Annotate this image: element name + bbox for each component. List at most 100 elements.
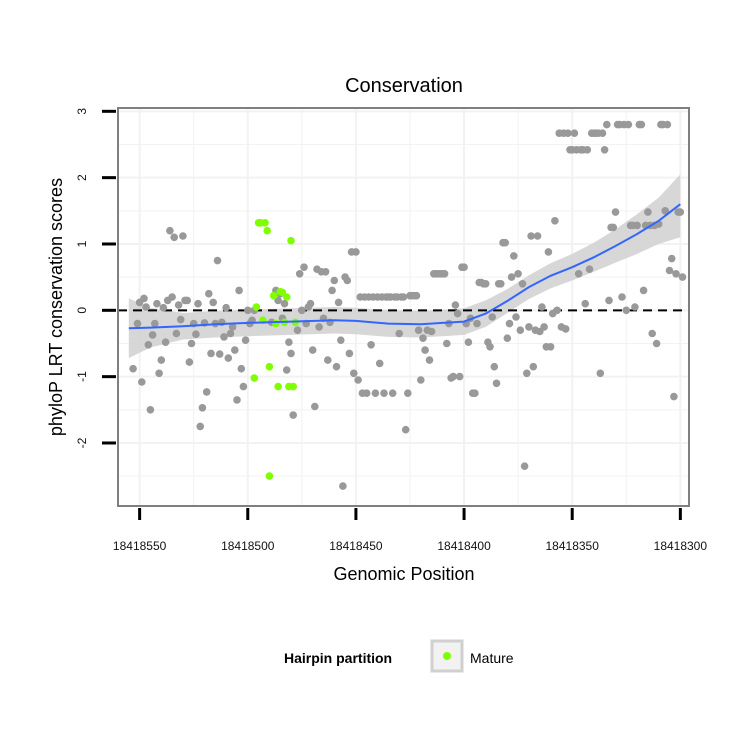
data-point <box>198 404 207 412</box>
data-point <box>419 334 427 343</box>
data-point <box>289 411 298 419</box>
data-point <box>518 280 527 288</box>
data-point <box>228 323 237 331</box>
mature-point <box>265 472 274 480</box>
plot-background <box>118 108 689 506</box>
data-point <box>371 389 380 398</box>
data-point <box>609 223 618 232</box>
data-point <box>237 364 246 373</box>
data-point <box>561 325 570 333</box>
data-point <box>639 286 648 295</box>
data-point <box>161 338 170 347</box>
data-point <box>375 359 384 368</box>
data-point <box>507 273 516 281</box>
mature-point <box>252 303 261 311</box>
y-axis-title: phyloP LRT conservation scores <box>46 178 66 436</box>
data-point <box>153 299 161 308</box>
data-point <box>672 270 680 278</box>
data-point <box>631 303 639 311</box>
data-point <box>551 217 559 225</box>
data-point <box>622 306 631 315</box>
data-point <box>207 349 215 358</box>
data-point <box>540 323 548 331</box>
data-point <box>453 309 462 318</box>
data-point <box>570 129 579 137</box>
legend-mature-label: Mature <box>470 650 514 666</box>
data-point <box>644 208 652 216</box>
data-point <box>345 349 354 358</box>
data-point <box>146 406 155 414</box>
data-point <box>395 329 404 338</box>
y-tick-label: 2 <box>75 174 89 181</box>
y-tick-label: 3 <box>75 108 89 115</box>
y-tick-label: 0 <box>75 307 89 314</box>
data-point <box>564 129 572 137</box>
mature-point <box>263 226 272 235</box>
data-point <box>155 369 163 378</box>
data-point <box>520 462 529 471</box>
y-tick-label: 1 <box>75 240 89 247</box>
x-axis-title: Genomic Position <box>333 564 474 584</box>
data-point <box>380 389 388 398</box>
data-point <box>624 120 633 129</box>
data-point <box>481 280 490 288</box>
data-point <box>637 120 646 129</box>
data-point <box>663 120 672 129</box>
data-point <box>546 343 555 351</box>
plot-frame <box>117 107 690 507</box>
x-tick-label: 18418450 <box>329 539 383 553</box>
data-point <box>142 303 150 311</box>
data-point <box>516 326 525 335</box>
data-point <box>596 369 605 378</box>
data-point <box>427 327 436 336</box>
data-point <box>183 296 191 305</box>
y-tick-label: -2 <box>75 437 89 448</box>
data-point <box>202 388 211 396</box>
legend-key-box <box>430 639 464 673</box>
legend-title: Hairpin partition <box>284 650 392 666</box>
data-point <box>605 296 613 305</box>
grid-lines <box>118 108 689 506</box>
data-point <box>471 389 479 398</box>
data-point <box>618 293 626 301</box>
data-point <box>354 376 362 384</box>
data-point <box>464 338 473 347</box>
data-point <box>166 226 174 235</box>
data-point <box>213 256 222 265</box>
mature-point <box>250 374 259 382</box>
data-point <box>553 306 561 315</box>
data-point <box>295 270 304 278</box>
data-point <box>451 301 460 309</box>
data-point <box>417 376 425 384</box>
data-point <box>185 358 194 366</box>
data-point <box>144 341 153 349</box>
data-point <box>585 265 594 274</box>
data-point <box>306 299 315 308</box>
data-point <box>187 339 196 348</box>
data-point <box>224 354 233 362</box>
data-point <box>148 331 157 339</box>
data-point <box>527 232 535 240</box>
data-point <box>220 333 228 341</box>
data-point <box>401 425 410 434</box>
x-tick-label: 18418500 <box>221 539 275 553</box>
data-point <box>501 238 510 247</box>
data-point <box>192 330 200 339</box>
x-axis: 18418550 18418500 18418450 18418400 18418350… <box>113 508 707 553</box>
x-tick-label: 18418550 <box>113 539 167 553</box>
mature-point <box>282 293 291 301</box>
data-point <box>455 372 464 381</box>
data-point <box>667 254 676 263</box>
data-point <box>129 364 137 373</box>
data-point <box>503 334 512 343</box>
data-point <box>676 208 685 216</box>
data-point <box>678 273 687 281</box>
data-point <box>280 299 289 308</box>
data-point <box>581 299 589 308</box>
data-point <box>488 313 497 321</box>
data-point <box>285 338 293 347</box>
x-tick-label: 18418400 <box>437 539 491 553</box>
data-point <box>544 248 553 256</box>
data-point <box>133 319 142 328</box>
data-point <box>600 146 609 154</box>
